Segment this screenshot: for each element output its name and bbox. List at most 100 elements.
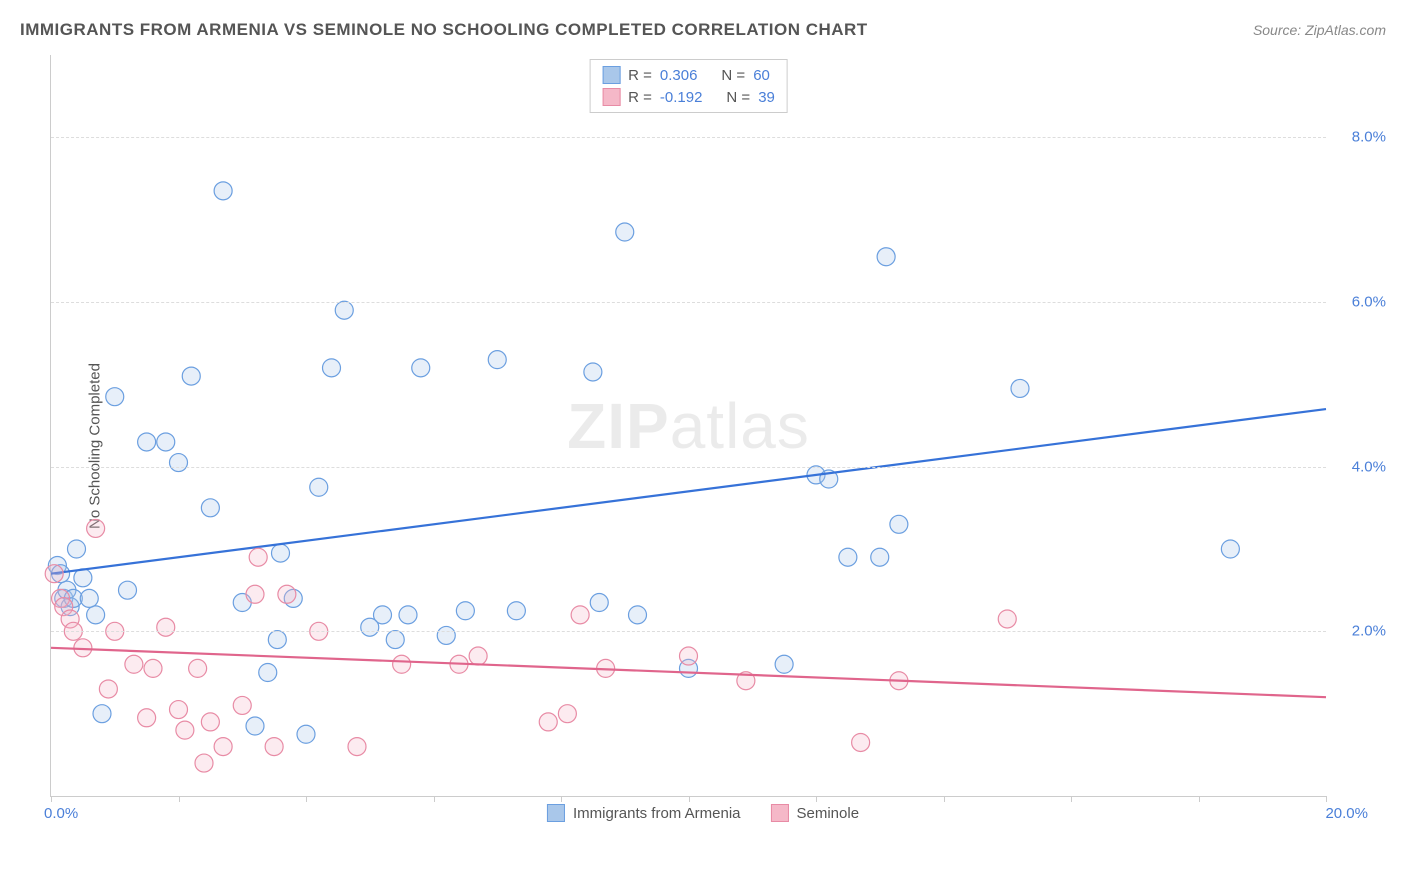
scatter-point	[99, 680, 117, 698]
scatter-point	[201, 713, 219, 731]
scatter-plot-area: ZIPatlas R = 0.306 N = 60 R = -0.192 N =…	[50, 55, 1326, 797]
scatter-point	[1221, 540, 1239, 558]
legend-label-seminole: Seminole	[797, 805, 860, 822]
scatter-point	[87, 606, 105, 624]
n-value-seminole: 39	[758, 89, 775, 106]
scatter-point	[437, 626, 455, 644]
legend-swatch-armenia	[602, 66, 620, 84]
scatter-point	[170, 701, 188, 719]
gridline-h	[51, 467, 1326, 468]
scatter-point	[176, 721, 194, 739]
x-axis-min-label: 0.0%	[44, 805, 78, 822]
scatter-point	[393, 655, 411, 673]
x-tick	[1326, 796, 1327, 802]
scatter-point	[259, 664, 277, 682]
y-tick-label: 2.0%	[1352, 623, 1386, 640]
scatter-point	[201, 499, 219, 517]
scatter-point	[507, 602, 525, 620]
scatter-point	[233, 696, 251, 714]
scatter-point	[214, 182, 232, 200]
scatter-point	[45, 565, 63, 583]
legend-swatch-seminole	[771, 804, 789, 822]
x-tick	[816, 796, 817, 802]
scatter-point	[157, 433, 175, 451]
x-tick	[944, 796, 945, 802]
scatter-point	[374, 606, 392, 624]
scatter-point	[265, 738, 283, 756]
legend-item-seminole: Seminole	[771, 804, 860, 822]
scatter-point	[488, 351, 506, 369]
n-label: N =	[721, 67, 745, 84]
source-name: ZipAtlas.com	[1305, 22, 1386, 38]
correlation-legend-row-2: R = -0.192 N = 39	[602, 86, 775, 108]
x-axis-max-label: 20.0%	[1325, 805, 1368, 822]
scatter-point	[852, 733, 870, 751]
source-attribution: Source: ZipAtlas.com	[1253, 22, 1386, 38]
scatter-point	[998, 610, 1016, 628]
scatter-point	[839, 548, 857, 566]
series-legend: Immigrants from Armenia Seminole	[547, 804, 859, 822]
scatter-point	[348, 738, 366, 756]
scatter-point	[310, 478, 328, 496]
scatter-point	[170, 454, 188, 472]
gridline-h	[51, 631, 1326, 632]
scatter-point	[189, 659, 207, 677]
scatter-point	[877, 248, 895, 266]
x-tick	[434, 796, 435, 802]
scatter-point	[616, 223, 634, 241]
scatter-point	[412, 359, 430, 377]
scatter-point	[182, 367, 200, 385]
scatter-point	[1011, 379, 1029, 397]
scatter-point	[195, 754, 213, 772]
scatter-point	[539, 713, 557, 731]
scatter-point	[246, 717, 264, 735]
legend-swatch-seminole	[602, 88, 620, 106]
scatter-point	[871, 548, 889, 566]
scatter-point	[74, 569, 92, 587]
correlation-legend-row-1: R = 0.306 N = 60	[602, 64, 775, 86]
scatter-point	[119, 581, 137, 599]
n-value-armenia: 60	[753, 67, 770, 84]
scatter-point	[335, 301, 353, 319]
scatter-point	[272, 544, 290, 562]
r-value-armenia: 0.306	[660, 67, 698, 84]
chart-title: IMMIGRANTS FROM ARMENIA VS SEMINOLE NO S…	[20, 20, 868, 40]
x-tick	[306, 796, 307, 802]
legend-swatch-armenia	[547, 804, 565, 822]
y-tick-label: 6.0%	[1352, 294, 1386, 311]
source-prefix: Source:	[1253, 22, 1305, 38]
scatter-point	[138, 709, 156, 727]
x-tick	[1071, 796, 1072, 802]
scatter-point	[214, 738, 232, 756]
scatter-point	[249, 548, 267, 566]
scatter-point	[571, 606, 589, 624]
scatter-point	[890, 515, 908, 533]
chart-header: IMMIGRANTS FROM ARMENIA VS SEMINOLE NO S…	[20, 20, 1386, 40]
r-label: R =	[628, 67, 652, 84]
legend-label-armenia: Immigrants from Armenia	[573, 805, 741, 822]
scatter-point	[590, 594, 608, 612]
x-tick	[689, 796, 690, 802]
trend-line	[51, 409, 1326, 574]
correlation-legend: R = 0.306 N = 60 R = -0.192 N = 39	[589, 59, 788, 113]
scatter-point	[157, 618, 175, 636]
scatter-point	[399, 606, 417, 624]
x-tick	[51, 796, 52, 802]
r-value-seminole: -0.192	[660, 89, 703, 106]
scatter-point	[629, 606, 647, 624]
scatter-point	[297, 725, 315, 743]
r-label: R =	[628, 89, 652, 106]
plot-svg	[51, 55, 1326, 796]
scatter-point	[87, 519, 105, 537]
x-tick	[561, 796, 562, 802]
scatter-point	[93, 705, 111, 723]
y-tick-label: 8.0%	[1352, 129, 1386, 146]
gridline-h	[51, 302, 1326, 303]
scatter-point	[246, 585, 264, 603]
scatter-point	[584, 363, 602, 381]
scatter-point	[106, 388, 124, 406]
scatter-point	[386, 631, 404, 649]
scatter-point	[68, 540, 86, 558]
x-tick	[179, 796, 180, 802]
legend-item-armenia: Immigrants from Armenia	[547, 804, 741, 822]
